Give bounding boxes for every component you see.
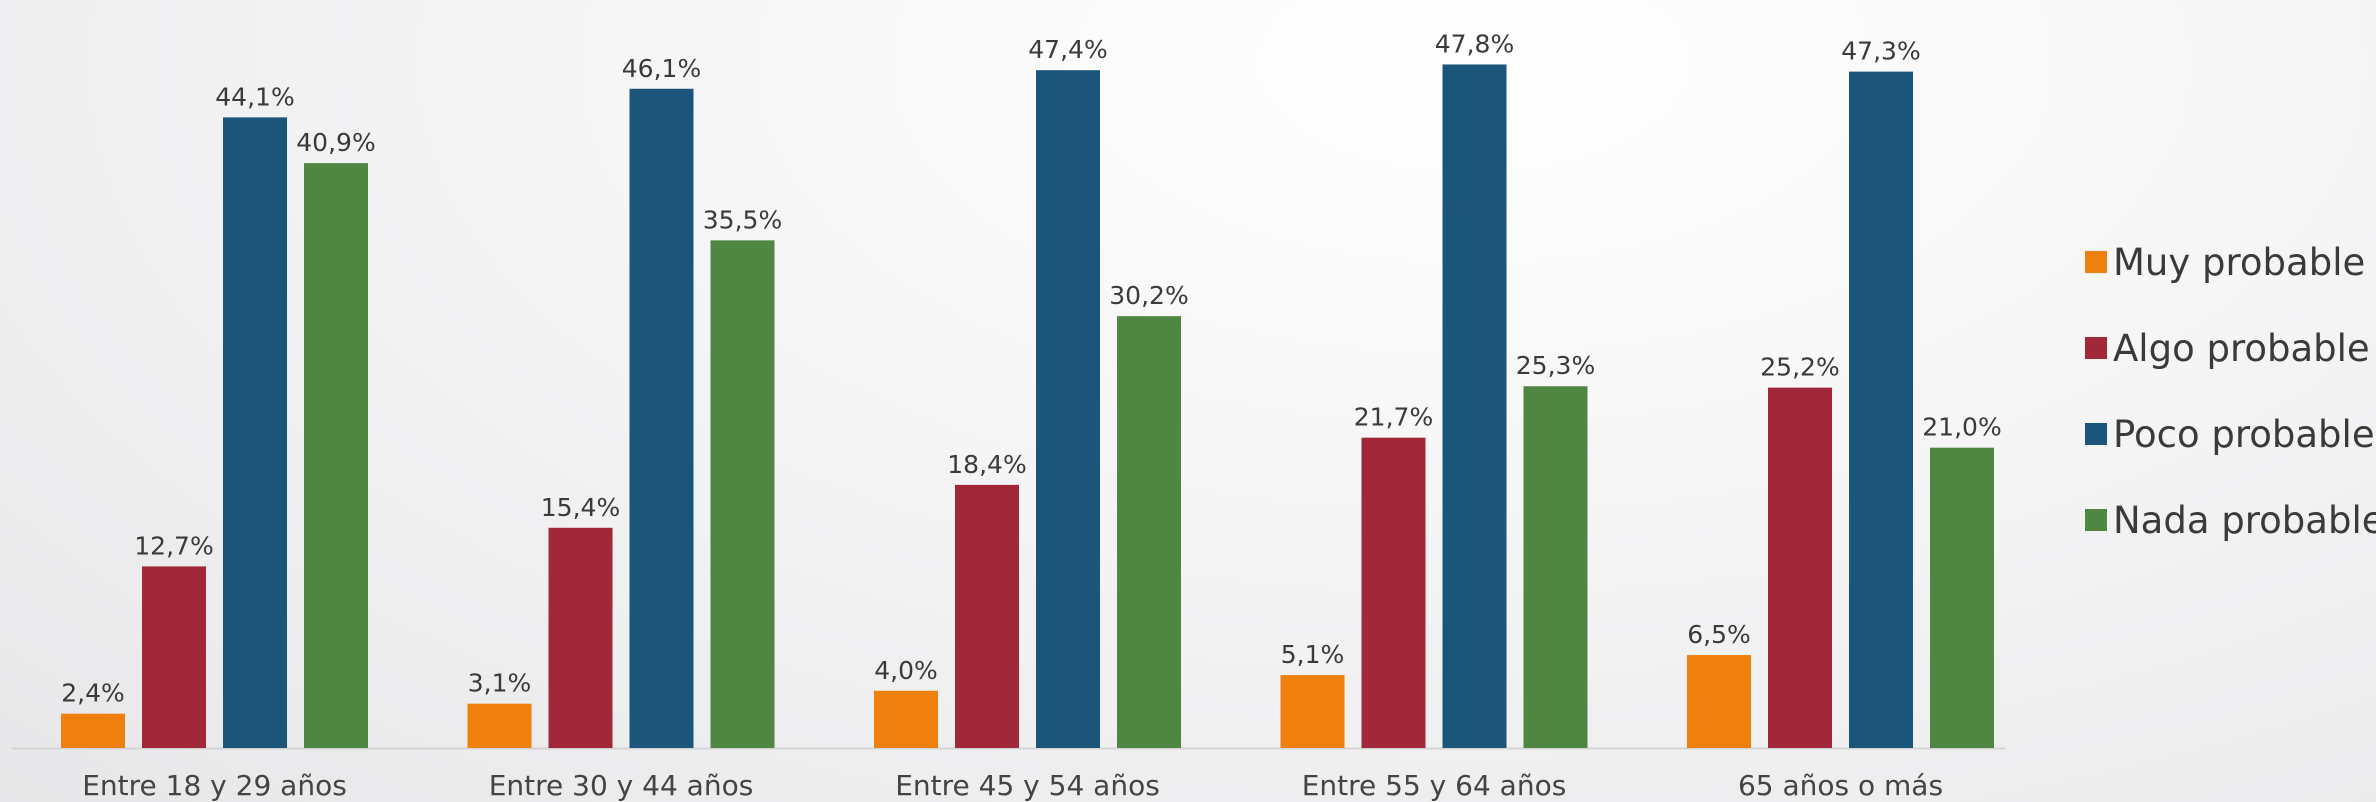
category-label-1: Entre 18 y 29 años: [82, 769, 347, 802]
legend-swatch-muy-probable: [2085, 251, 2107, 273]
bar-algo-probable-4: [1361, 437, 1426, 748]
bar-nada-probable-3: [1117, 316, 1181, 748]
bars-group: [61, 64, 1994, 749]
legend-label-poco-probable: Poco probable: [2113, 413, 2375, 456]
category-label-5: 65 años o más: [1738, 769, 1943, 802]
data-label-muy-probable-3: 4,0%: [874, 656, 938, 685]
category-label-4: Entre 55 y 64 años: [1302, 769, 1567, 802]
bar-algo-probable-5: [1768, 387, 1832, 748]
data-label-algo-probable-3: 18,4%: [947, 450, 1026, 479]
data-label-algo-probable-5: 25,2%: [1760, 353, 1839, 382]
category-label-2: Entre 30 y 44 años: [489, 769, 754, 802]
data-label-poco-probable-4: 47,8%: [1435, 29, 1514, 58]
data-label-poco-probable-5: 47,3%: [1841, 37, 1920, 66]
data-label-nada-probable-5: 21,0%: [1922, 413, 2001, 442]
data-label-nada-probable-2: 35,5%: [703, 205, 782, 234]
bar-muy-probable-5: [1687, 655, 1751, 748]
legend: Muy probable Algo probable Poco probable Na…: [2085, 241, 2376, 542]
bar-poco-probable-4: [1442, 64, 1507, 748]
bar-nada-probable-4: [1523, 386, 1588, 748]
bar-poco-probable-5: [1849, 71, 1913, 749]
legend-swatch-poco-probable: [2085, 423, 2107, 445]
data-label-algo-probable-1: 12,7%: [134, 531, 213, 560]
value-labels-group: 2,4% 12,7% 44,1%40,9% 3,1% 15,4% 46,1% 35,5% 4,…: [61, 29, 2001, 707]
legend-label-algo-probable: Algo probable: [2113, 327, 2370, 370]
data-label-algo-probable-4: 21,7%: [1354, 403, 1433, 432]
data-label-nada-probable-3: 30,2%: [1109, 281, 1188, 310]
legend-swatch-algo-probable: [2085, 337, 2107, 359]
bar-muy-probable-2: [467, 703, 532, 748]
data-label-muy-probable-5: 6,5%: [1687, 620, 1751, 649]
data-label-algo-probable-2: 15,4%: [541, 493, 620, 522]
data-label-poco-probable-3: 47,4%: [1028, 35, 1107, 64]
data-label-nada-probable-1: 40,9%: [296, 128, 375, 157]
data-label-muy-probable-1: 2,4%: [61, 679, 125, 708]
bar-algo-probable-1: [142, 566, 206, 748]
data-label-nada-probable-4: 25,3%: [1516, 351, 1595, 380]
bar-muy-probable-4: [1280, 675, 1345, 748]
legend-label-muy-probable: Muy probable: [2113, 241, 2365, 284]
bar-nada-probable-1: [304, 163, 368, 748]
bar-poco-probable-1: [223, 117, 287, 749]
bar-poco-probable-3: [1036, 70, 1100, 749]
bar-muy-probable-1: [61, 713, 125, 748]
data-label-poco-probable-1: 44,1%: [215, 82, 294, 111]
category-labels-group: Entre 18 y 29 años Entre 30 y 44 años Entr…: [82, 769, 1943, 802]
bar-muy-probable-3: [874, 690, 938, 748]
data-label-muy-probable-2: 3,1%: [468, 669, 532, 698]
legend-label-nada-probable: Nada probable: [2113, 499, 2376, 542]
data-label-poco-probable-2: 46,1%: [622, 54, 701, 83]
bar-poco-probable-2: [629, 88, 694, 748]
legend-swatch-nada-probable: [2085, 509, 2107, 531]
category-label-3: Entre 45 y 54 años: [895, 769, 1160, 802]
bar-nada-probable-5: [1930, 447, 1994, 748]
bar-algo-probable-2: [548, 527, 613, 748]
data-label-muy-probable-4: 5,1%: [1281, 640, 1345, 669]
bar-algo-probable-3: [955, 484, 1019, 748]
bar-nada-probable-2: [710, 240, 775, 748]
